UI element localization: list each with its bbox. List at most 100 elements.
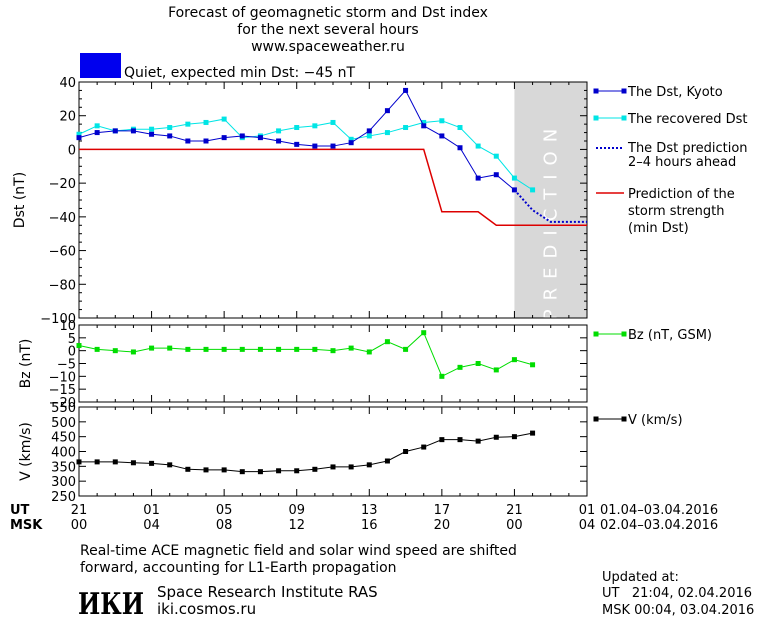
legend-marker bbox=[593, 115, 599, 121]
msk-tick-label: 04 bbox=[143, 518, 160, 533]
recovered-dst-point bbox=[149, 126, 155, 132]
bz-point bbox=[475, 361, 481, 366]
storm-strength-line bbox=[79, 148, 587, 227]
footer-note-line-1: Real-time ACE magnetic field and solar w… bbox=[80, 543, 517, 559]
kyoto-dst-point bbox=[94, 130, 100, 136]
panel-frame bbox=[78, 324, 588, 403]
recovered-dst-line bbox=[78, 118, 533, 191]
y-tick-label: 40 bbox=[59, 76, 76, 91]
y-tick-label: 20 bbox=[59, 110, 76, 125]
recovered-dst-point bbox=[530, 187, 536, 193]
recovered-dst-point bbox=[203, 119, 209, 125]
recovered-dst-point bbox=[330, 119, 336, 125]
dst-prediction-line bbox=[513, 189, 587, 223]
speed-point bbox=[130, 460, 136, 466]
y-tick-label: 10 bbox=[59, 319, 76, 334]
recovered-dst-point bbox=[366, 133, 372, 139]
updated-label: Updated at: bbox=[602, 570, 679, 585]
ut-label: UT bbox=[10, 503, 30, 518]
ut-tick-label: 13 bbox=[361, 503, 378, 518]
kyoto-dst-point bbox=[257, 135, 263, 141]
legend-storm-label-2: storm strength bbox=[628, 204, 725, 219]
y-tick-label: −60 bbox=[49, 245, 76, 260]
y-tick-label: 5 bbox=[68, 332, 76, 347]
bz-point bbox=[457, 364, 463, 370]
legend-v-label: V (km/s) bbox=[628, 413, 683, 428]
speed-point bbox=[366, 462, 372, 468]
y-tick-label: −15 bbox=[49, 383, 76, 398]
kyoto-dst-point bbox=[475, 175, 481, 181]
legend-storm-label-1: Prediction of the bbox=[628, 187, 735, 202]
chart-title-line-3: www.spaceweather.ru bbox=[251, 39, 405, 55]
msk-tick-label: 08 bbox=[216, 518, 233, 533]
speed-point bbox=[239, 469, 245, 475]
institute-name: Space Research Institute RAS bbox=[157, 583, 378, 601]
legend-marker bbox=[621, 331, 627, 337]
status-swatch bbox=[80, 53, 121, 78]
recovered-dst-point bbox=[457, 125, 463, 131]
kyoto-dst-point bbox=[149, 131, 155, 137]
bz-point bbox=[511, 357, 517, 363]
speed-point bbox=[312, 466, 318, 472]
recovered-dst-point bbox=[94, 123, 100, 129]
recovered-dst-point bbox=[348, 136, 354, 142]
speed-point bbox=[185, 466, 191, 472]
y-tick-label: 300 bbox=[51, 475, 76, 490]
y-tick-label: 350 bbox=[51, 460, 76, 475]
bz-point bbox=[149, 345, 155, 351]
y-axis-label: Bz (nT) bbox=[18, 339, 34, 389]
speed-line bbox=[79, 432, 533, 473]
bz-point bbox=[312, 346, 318, 352]
speed-point bbox=[294, 468, 300, 474]
kyoto-dst-point bbox=[457, 145, 463, 151]
msk-tick-label: 12 bbox=[288, 518, 305, 533]
speed-point bbox=[530, 430, 536, 436]
ut-tick-label: 21 bbox=[506, 503, 523, 518]
speed-point bbox=[421, 444, 427, 450]
bz-point bbox=[294, 346, 300, 352]
kyoto-dst-point bbox=[366, 128, 372, 134]
kyoto-dst-point bbox=[112, 128, 118, 134]
recovered-dst-point bbox=[511, 175, 517, 181]
kyoto-dst-point bbox=[76, 135, 82, 141]
legend-recovered-label: The recovered Dst bbox=[627, 112, 747, 127]
status-text: Quiet, expected min Dst: −45 nT bbox=[124, 65, 356, 81]
bz-point bbox=[130, 349, 136, 355]
kyoto-dst-point bbox=[130, 128, 136, 134]
iki-logo: ИКИ bbox=[78, 587, 144, 620]
bz-point bbox=[530, 362, 536, 368]
speed-point bbox=[475, 438, 481, 444]
legend-kyoto-label: The Dst, Kyoto bbox=[627, 85, 723, 100]
msk-date-range: 02.04–03.04.2016 bbox=[600, 518, 718, 533]
speed-point bbox=[149, 460, 155, 466]
recovered-dst-point bbox=[439, 118, 445, 124]
kyoto-dst-point bbox=[439, 133, 445, 139]
chart-title-line-2: for the next several hours bbox=[237, 22, 418, 38]
speed-point bbox=[403, 449, 409, 454]
recovered-dst-point bbox=[221, 116, 227, 122]
kyoto-dst-point bbox=[348, 140, 354, 146]
y-tick-label: −5 bbox=[57, 358, 76, 373]
bz-point bbox=[403, 346, 409, 352]
y-tick-label: 450 bbox=[51, 431, 76, 446]
y-axis-label: Dst (nT) bbox=[12, 172, 28, 228]
legend-storm-label-3: (min Dst) bbox=[628, 221, 689, 236]
speed-point bbox=[330, 464, 336, 470]
speed-point bbox=[348, 464, 354, 470]
y-tick-label: −20 bbox=[49, 396, 76, 411]
ut-date-range: 01.04–03.04.2016 bbox=[600, 503, 718, 518]
ut-tick-label: 21 bbox=[71, 503, 88, 518]
kyoto-dst-point bbox=[294, 141, 300, 147]
kyoto-dst-point bbox=[221, 135, 227, 141]
speed-point bbox=[384, 458, 390, 464]
bz-point bbox=[167, 345, 173, 351]
bz-point bbox=[94, 346, 100, 352]
legend-prediction-label-2: 2–4 hours ahead bbox=[628, 155, 736, 170]
y-tick-label: −80 bbox=[49, 278, 76, 293]
speed-point bbox=[112, 459, 118, 465]
recovered-dst-point bbox=[76, 131, 82, 137]
institute-site: iki.cosmos.ru bbox=[157, 600, 256, 618]
